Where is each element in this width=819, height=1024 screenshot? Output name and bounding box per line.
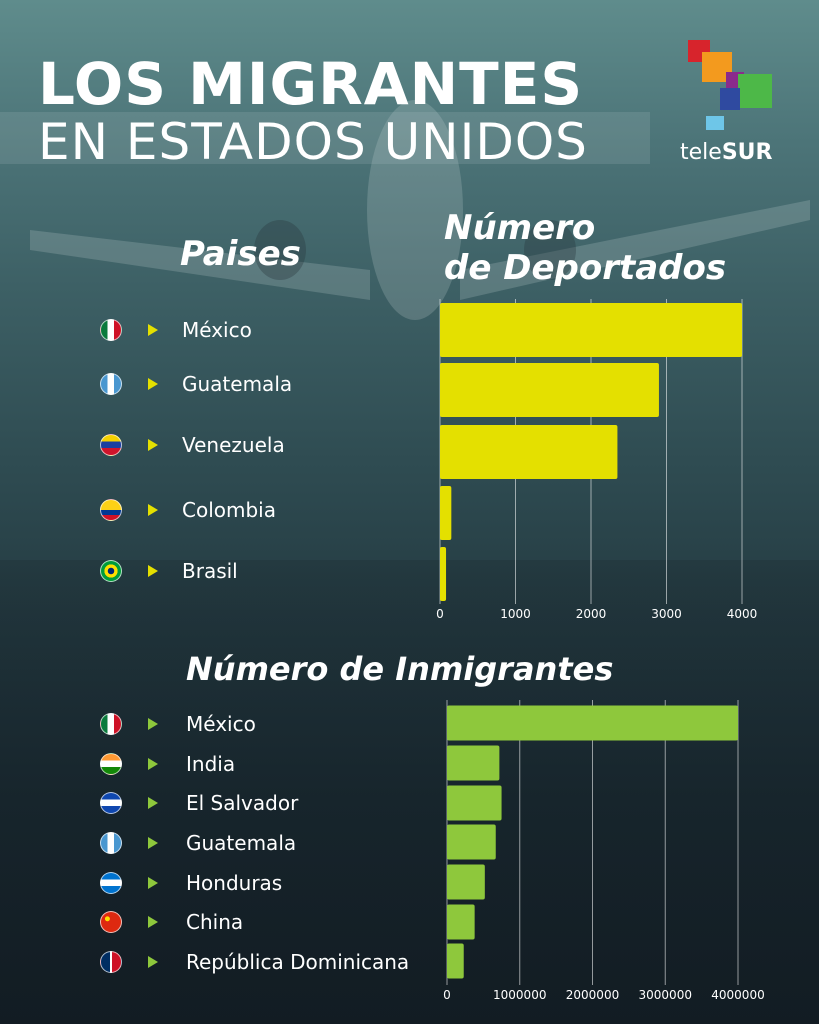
deportados-title-line1: Número bbox=[444, 208, 596, 248]
dominican-republic-flag-icon bbox=[100, 951, 122, 973]
inmigrantes-bar-chart: 0 1000000 2000000 3000000 4000000 bbox=[443, 700, 765, 1002]
list-item: Guatemala bbox=[100, 369, 292, 399]
country-label: Honduras bbox=[186, 871, 283, 895]
list-item: El Salvador bbox=[100, 788, 298, 818]
logo-text-bold: SUR bbox=[721, 140, 773, 165]
x-tick-label: 4000000 bbox=[711, 988, 764, 1002]
bar-república-dominicana bbox=[447, 943, 464, 979]
bar-colombia bbox=[440, 486, 452, 540]
list-item: China bbox=[100, 907, 243, 937]
list-item: República Dominicana bbox=[100, 947, 409, 977]
country-label: India bbox=[186, 752, 236, 776]
mexico-flag-icon bbox=[100, 713, 122, 735]
bar-méxico bbox=[447, 705, 738, 741]
list-item: México bbox=[100, 709, 256, 739]
x-tick-label: 2000000 bbox=[566, 988, 619, 1002]
bullet-arrow-icon bbox=[148, 758, 158, 770]
bar-guatemala bbox=[440, 363, 659, 417]
logo-text-light: tele bbox=[680, 140, 722, 165]
list-item: México bbox=[100, 315, 252, 345]
bullet-arrow-icon bbox=[148, 797, 158, 809]
deportados-bar-chart: 0 1000 2000 3000 4000 bbox=[436, 299, 758, 621]
telesur-logo-icon bbox=[688, 40, 772, 130]
country-label: Brasil bbox=[182, 559, 238, 583]
bullet-arrow-icon bbox=[148, 877, 158, 889]
bar-venezuela bbox=[440, 425, 618, 479]
china-flag-icon bbox=[100, 911, 122, 933]
deportados-chart-title: Número de Deportados bbox=[444, 208, 726, 288]
bullet-arrow-icon bbox=[148, 837, 158, 849]
bullet-arrow-icon bbox=[148, 916, 158, 928]
guatemala-flag-icon bbox=[100, 832, 122, 854]
venezuela-flag-icon bbox=[100, 434, 122, 456]
list-item: India bbox=[100, 749, 235, 779]
x-tick-label: 0 bbox=[436, 607, 444, 621]
bar-china bbox=[447, 904, 475, 940]
colombia-flag-icon bbox=[100, 499, 122, 521]
bullet-arrow-icon bbox=[148, 378, 158, 390]
deportados-title-line2: de Deportados bbox=[444, 248, 727, 288]
bar-brasil bbox=[440, 547, 447, 601]
bullet-arrow-icon bbox=[148, 504, 158, 516]
title-band bbox=[0, 112, 650, 164]
main-subtitle: EN ESTADOS UNIDOS bbox=[38, 113, 588, 171]
telesur-logo-text: teleSUR bbox=[680, 140, 772, 165]
bar-india bbox=[447, 745, 500, 781]
crowd-image bbox=[0, 560, 819, 1024]
guatemala-flag-icon bbox=[100, 373, 122, 395]
paises-header: Paises bbox=[180, 234, 301, 274]
bar-el-salvador bbox=[447, 785, 502, 821]
country-label: México bbox=[186, 712, 256, 736]
bullet-arrow-icon bbox=[148, 956, 158, 968]
india-flag-icon bbox=[100, 753, 122, 775]
x-tick-label: 4000 bbox=[727, 607, 758, 621]
country-label: República Dominicana bbox=[186, 950, 410, 974]
country-label: México bbox=[182, 318, 252, 342]
list-item: Colombia bbox=[100, 495, 276, 525]
x-tick-label: 1000 bbox=[500, 607, 531, 621]
country-label: Venezuela bbox=[182, 433, 285, 457]
main-title: LOS MIGRANTES bbox=[38, 50, 584, 118]
x-tick-label: 3000000 bbox=[639, 988, 692, 1002]
country-label: Guatemala bbox=[182, 372, 293, 396]
bullet-arrow-icon bbox=[148, 565, 158, 577]
bullet-arrow-icon bbox=[148, 718, 158, 730]
bullet-arrow-icon bbox=[148, 324, 158, 336]
brazil-flag-icon bbox=[100, 560, 122, 582]
mexico-flag-icon bbox=[100, 319, 122, 341]
bullet-arrow-icon bbox=[148, 439, 158, 451]
inmigrantes-chart-title: Número de Inmigrantes bbox=[186, 650, 614, 688]
country-label: China bbox=[186, 910, 244, 934]
country-label: Colombia bbox=[182, 498, 276, 522]
list-item: Brasil bbox=[100, 556, 238, 586]
country-label: El Salvador bbox=[186, 791, 299, 815]
bar-méxico bbox=[440, 303, 742, 357]
x-tick-label: 3000 bbox=[651, 607, 682, 621]
list-item: Guatemala bbox=[100, 828, 296, 858]
x-tick-label: 0 bbox=[443, 988, 451, 1002]
country-label: Guatemala bbox=[186, 831, 297, 855]
honduras-flag-icon bbox=[100, 872, 122, 894]
airplane-image bbox=[30, 100, 810, 320]
el-salvador-flag-icon bbox=[100, 792, 122, 814]
list-item: Honduras bbox=[100, 868, 282, 898]
x-tick-label: 2000 bbox=[576, 607, 607, 621]
bar-honduras bbox=[447, 864, 485, 900]
list-item: Venezuela bbox=[100, 430, 285, 460]
x-tick-label: 1000000 bbox=[493, 988, 546, 1002]
bar-guatemala bbox=[447, 824, 496, 860]
